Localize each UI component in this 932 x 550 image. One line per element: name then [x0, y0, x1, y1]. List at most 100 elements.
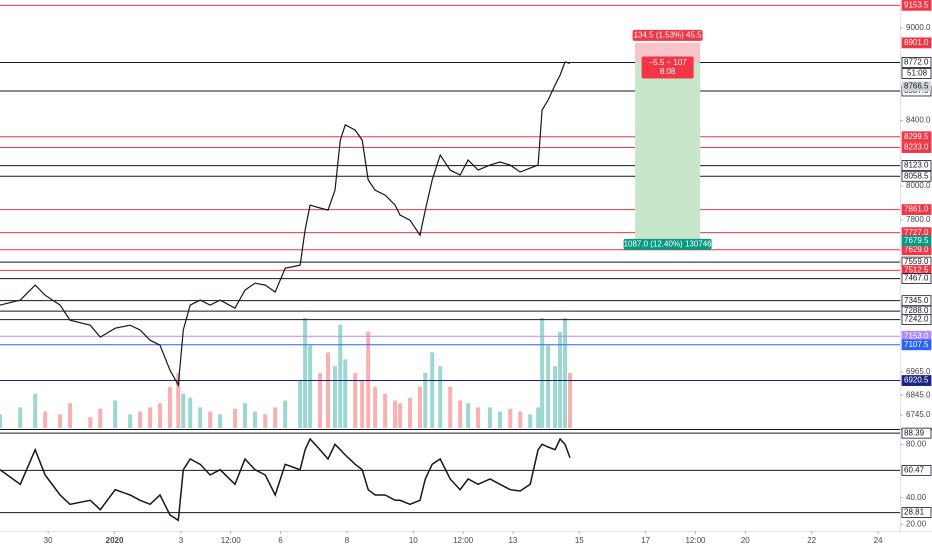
volume-bar	[0, 414, 2, 428]
volume-bar	[332, 366, 337, 428]
x-tick-label: 22	[807, 536, 816, 545]
level-label: 7153.0	[904, 331, 929, 340]
volume-bar	[540, 318, 545, 428]
ratio-label: −5.5 ~ 107	[648, 58, 687, 67]
volume-bar	[128, 414, 133, 428]
x-tick-label: 12:00	[685, 536, 706, 545]
volume-bar	[536, 407, 541, 428]
reward-label: 1087.0 (12.40%) 130746	[624, 240, 713, 249]
volume-bar	[563, 318, 568, 428]
x-tick-label: 20	[741, 536, 750, 545]
level-label: 7629.0	[904, 245, 929, 254]
current-price-label: 8766.5	[904, 82, 929, 91]
volume-bar	[343, 359, 348, 428]
level-label: 9153.5	[904, 0, 929, 9]
level-label-box	[901, 314, 932, 326]
volume-bar	[383, 393, 388, 428]
volume-bar	[308, 345, 313, 428]
x-tick-label: 6	[278, 536, 283, 545]
volume-bar	[113, 400, 118, 428]
x-tick-label: 12:00	[453, 536, 474, 545]
volume-bar	[398, 403, 403, 428]
level-label: 7107.5	[904, 340, 929, 349]
rsi-y-tick-label: 80.00	[906, 439, 927, 448]
volume-bar	[303, 318, 308, 428]
volume-bar	[488, 407, 493, 428]
volume-bar	[88, 417, 93, 428]
volume-bar	[528, 414, 533, 428]
volume-bar	[283, 400, 288, 428]
x-tick-label: 17	[641, 536, 650, 545]
volume-bar	[466, 403, 471, 428]
volume-bar	[181, 393, 186, 428]
x-tick-label: 12:00	[221, 536, 242, 545]
volume-bar	[325, 352, 330, 428]
stop-label-box	[901, 37, 932, 49]
target-label-box	[901, 235, 932, 247]
x-tick-label: 13	[508, 536, 517, 545]
level-label: 8123.0	[904, 161, 929, 170]
volume-bar	[68, 403, 73, 428]
x-tick-label: 30	[44, 536, 53, 545]
volume-bar	[58, 414, 63, 428]
volume-bar	[360, 379, 365, 428]
reward-label-box	[623, 238, 712, 250]
target-zone	[635, 62, 701, 241]
y-tick-label: 6845.0	[906, 390, 931, 399]
volume-bar	[273, 407, 278, 428]
rsi-y-tick-label: 20.00	[906, 519, 927, 528]
y-tick-label: 8400.0	[906, 116, 931, 125]
volume-bar	[188, 397, 193, 428]
volume-bar	[338, 324, 343, 428]
level-label: 8299.5	[904, 132, 929, 141]
entry-label: 8772.0	[904, 58, 929, 67]
stop-label: 8901.0	[904, 38, 929, 47]
volume-bar	[158, 403, 163, 428]
volume-bar	[318, 373, 323, 428]
volume-bar	[198, 407, 203, 428]
volume-bar	[518, 411, 523, 428]
rsi-level-label: 88.39	[904, 428, 925, 437]
volume-bar	[476, 407, 481, 428]
volume-bar	[43, 411, 48, 428]
volume-bar	[430, 352, 435, 428]
level-label: 8058.5	[904, 171, 929, 180]
level-label-box	[901, 204, 932, 215]
level-label-box	[901, 0, 932, 11]
level-label: 7727.0	[904, 228, 929, 237]
x-tick-label: 10	[409, 536, 418, 545]
volume-bar	[138, 411, 143, 428]
countdown-box	[901, 68, 932, 79]
y-tick-label: 6965.0	[906, 367, 931, 376]
rsi-line	[0, 437, 571, 522]
level-label-box	[901, 170, 932, 182]
volume-bar	[448, 386, 453, 428]
rsi-level-label-box	[901, 427, 932, 439]
volume-bar	[508, 408, 513, 428]
volume-bar	[497, 411, 502, 428]
y-tick-label: 8000.0	[906, 181, 931, 190]
y-tick-label: 7800.0	[906, 215, 931, 224]
volume-bar	[33, 393, 38, 428]
level-label-box	[901, 375, 932, 386]
level-label-box	[901, 339, 932, 351]
volume-bar	[208, 411, 213, 428]
volume-bar	[458, 400, 463, 428]
volume-bar	[423, 373, 428, 428]
rsi-level-label: 28.81	[904, 508, 925, 517]
y-tick-label: 6745.0	[906, 410, 931, 419]
level-label-box	[901, 131, 932, 143]
level-label: 7559.0	[904, 257, 929, 266]
level-label: 8233.0	[904, 143, 929, 152]
volume-bar	[353, 373, 358, 428]
rsi-level-label-box	[901, 507, 932, 518]
volume-bar	[558, 331, 563, 428]
volume-bar	[417, 386, 422, 428]
x-tick-label: 2020	[106, 536, 124, 545]
rsi-y-tick-label: 40.00	[906, 493, 927, 502]
risk-label-box	[632, 29, 703, 41]
stats-label: 8.08	[660, 67, 676, 76]
volume-bar	[553, 366, 558, 428]
rsi-level-label-box	[901, 464, 932, 476]
